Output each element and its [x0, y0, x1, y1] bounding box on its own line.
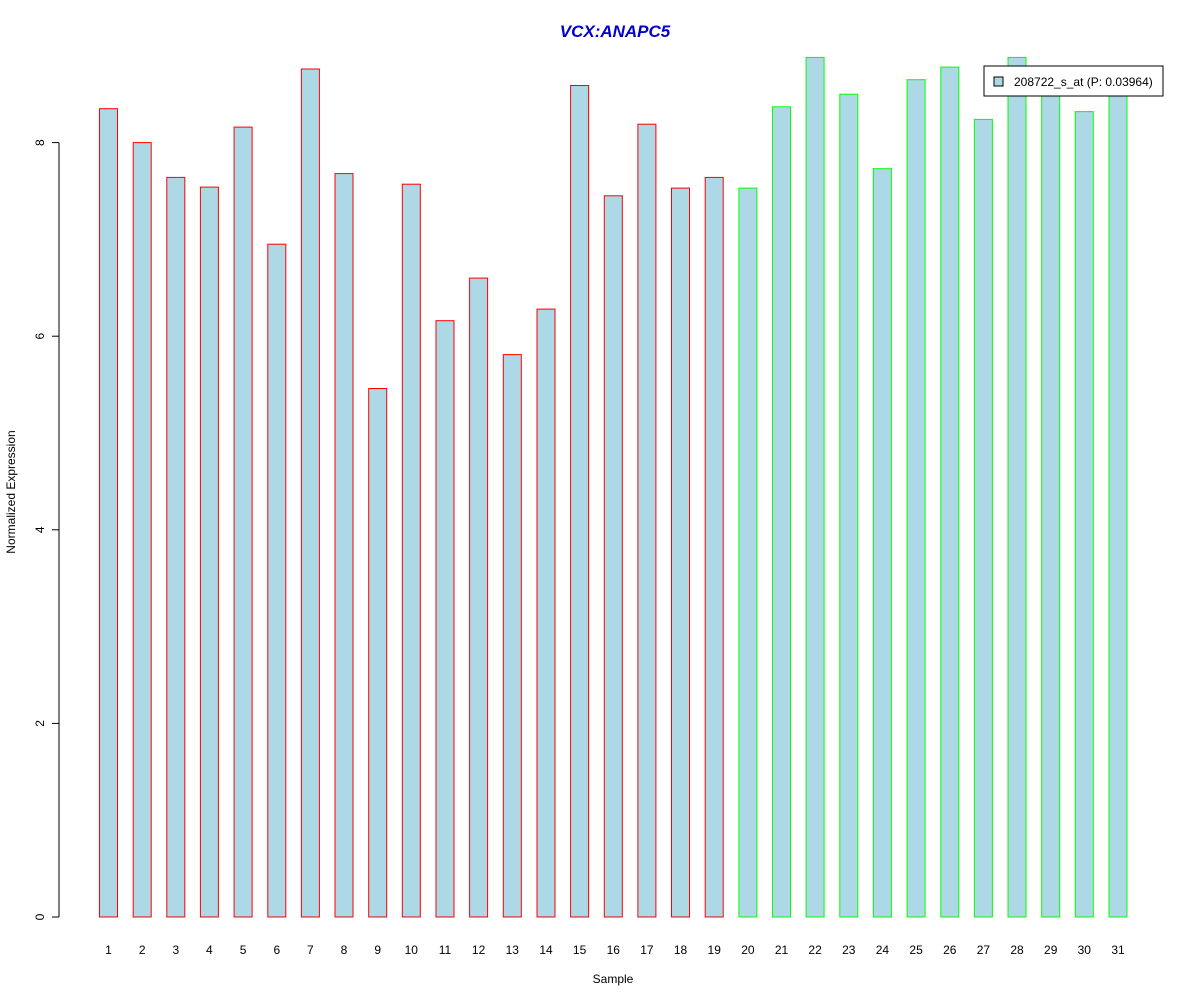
x-tick-labels: 1 2 3 4 5 6 7 8 9 10 11 12 13 14 15 16 17 18 19 20 21 22 23 24 2… — [105, 943, 1125, 957]
bar-sample-11 — [435, 320, 455, 918]
bar-sample-25 — [906, 79, 926, 918]
x-tick-label: 26 — [943, 943, 957, 957]
y-tick-label: 4 — [33, 526, 47, 533]
y-tick-label: 6 — [33, 333, 47, 340]
bar-sample-24 — [872, 168, 892, 918]
x-tick-label: 27 — [977, 943, 991, 957]
legend-label: 208722_s_at (P: 0.03964) — [1014, 75, 1153, 89]
bar-sample-22 — [805, 56, 825, 918]
bar-sample-8 — [334, 173, 354, 918]
x-tick-label: 4 — [206, 943, 213, 957]
bar-sample-15 — [570, 85, 590, 918]
bars-group — [99, 56, 1128, 918]
x-tick-label: 21 — [775, 943, 789, 957]
bar-sample-2 — [132, 142, 152, 918]
x-tick-label: 12 — [472, 943, 486, 957]
x-tick-label: 31 — [1111, 943, 1125, 957]
x-tick-label: 5 — [240, 943, 247, 957]
legend: 208722_s_at (P: 0.03964) — [983, 65, 1164, 97]
x-tick-label: 22 — [808, 943, 822, 957]
bar-sample-23 — [839, 93, 859, 918]
bar-sample-17 — [637, 123, 657, 918]
legend-box — [983, 65, 1164, 97]
bar-sample-26 — [940, 66, 960, 918]
bar-sample-12 — [469, 277, 489, 918]
bar-sample-10 — [401, 183, 421, 918]
y-axis-label: Normalized Expression — [4, 430, 18, 553]
bar-sample-14 — [536, 308, 556, 918]
y-tick-label: 8 — [33, 139, 47, 146]
x-tick-label: 1 — [105, 943, 112, 957]
bar-sample-31 — [1108, 84, 1128, 918]
x-tick-label: 24 — [876, 943, 890, 957]
bar-sample-9 — [368, 388, 388, 918]
y-tick-label: 0 — [33, 913, 47, 920]
bar-sample-30 — [1074, 111, 1094, 918]
x-tick-label: 2 — [139, 943, 146, 957]
x-tick-label: 6 — [273, 943, 280, 957]
bar-sample-28 — [1007, 56, 1027, 918]
x-tick-label: 14 — [539, 943, 553, 957]
x-tick-label: 18 — [674, 943, 688, 957]
x-tick-label: 25 — [909, 943, 923, 957]
bar-sample-19 — [704, 176, 724, 918]
bar-sample-21 — [772, 106, 791, 918]
bar-sample-27 — [973, 118, 993, 918]
x-tick-label: 11 — [439, 943, 452, 957]
bar-sample-16 — [603, 195, 623, 918]
x-tick-label: 3 — [172, 943, 179, 957]
x-tick-label: 29 — [1044, 943, 1058, 957]
x-tick-label: 30 — [1078, 943, 1092, 957]
bar-sample-18 — [671, 187, 690, 918]
bar-sample-3 — [166, 176, 186, 918]
x-tick-label: 9 — [374, 943, 381, 957]
x-tick-label: 28 — [1010, 943, 1024, 957]
x-tick-label: 10 — [405, 943, 419, 957]
bar-sample-13 — [502, 354, 522, 918]
x-tick-label: 20 — [741, 943, 755, 957]
x-tick-label: 23 — [842, 943, 856, 957]
chart-title: VCX:ANAPC5 — [560, 22, 671, 41]
bar-sample-29 — [1041, 84, 1061, 918]
bar-sample-6 — [267, 243, 287, 918]
bar-sample-1 — [99, 108, 118, 918]
y-tick-label: 2 — [33, 720, 47, 727]
x-tick-label: 16 — [607, 943, 621, 957]
y-axis: 0 2 4 6 8 — [33, 139, 60, 920]
bar-sample-7 — [300, 68, 320, 918]
bar-sample-5 — [233, 126, 253, 918]
x-tick-label: 8 — [341, 943, 348, 957]
bar-sample-20 — [738, 187, 758, 918]
x-tick-label: 19 — [708, 943, 722, 957]
x-axis-label: Sample — [593, 972, 634, 986]
x-tick-label: 15 — [573, 943, 587, 957]
x-tick-label: 17 — [640, 943, 654, 957]
bar-sample-4 — [199, 186, 219, 918]
x-tick-label: 7 — [307, 943, 314, 957]
legend-swatch — [993, 76, 1004, 87]
x-tick-label: 13 — [506, 943, 520, 957]
